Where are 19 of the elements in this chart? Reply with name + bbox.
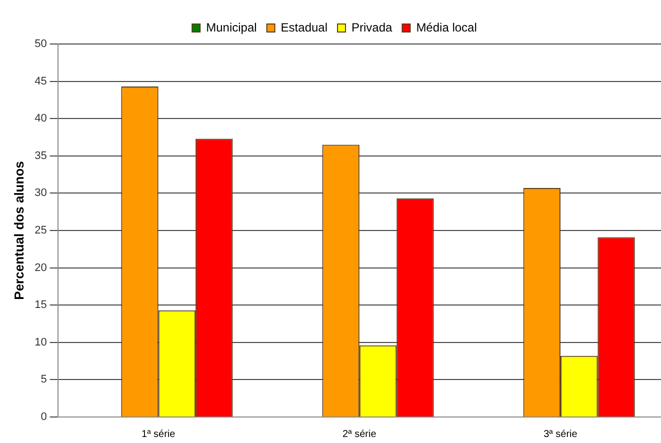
legend-label: Municipal bbox=[206, 20, 257, 34]
y-axis-title: Percentual dos alunos bbox=[11, 161, 26, 300]
x-tick-label: 1ª série bbox=[142, 428, 176, 440]
legend-label: Estadual bbox=[280, 20, 328, 34]
y-tick-label: 15 bbox=[34, 299, 47, 312]
x-tick-label: 3ª série bbox=[544, 428, 578, 440]
y-tick-label: 25 bbox=[34, 224, 47, 237]
legend-label: Privada bbox=[352, 20, 393, 34]
y-tick-label: 45 bbox=[34, 75, 47, 88]
legend-label: Média local bbox=[416, 20, 477, 34]
y-tick-label: 50 bbox=[34, 38, 47, 50]
y-tick-label: 35 bbox=[34, 150, 47, 162]
y-tick-label: 20 bbox=[34, 262, 47, 274]
y-tick-label: 5 bbox=[40, 374, 47, 386]
y-tick-label: 40 bbox=[34, 112, 47, 125]
y-tick-label: 0 bbox=[40, 411, 47, 424]
y-tick-label: 30 bbox=[34, 187, 47, 200]
y-tick-label: 10 bbox=[34, 336, 47, 348]
x-tick-label: 2ª série bbox=[342, 428, 377, 440]
